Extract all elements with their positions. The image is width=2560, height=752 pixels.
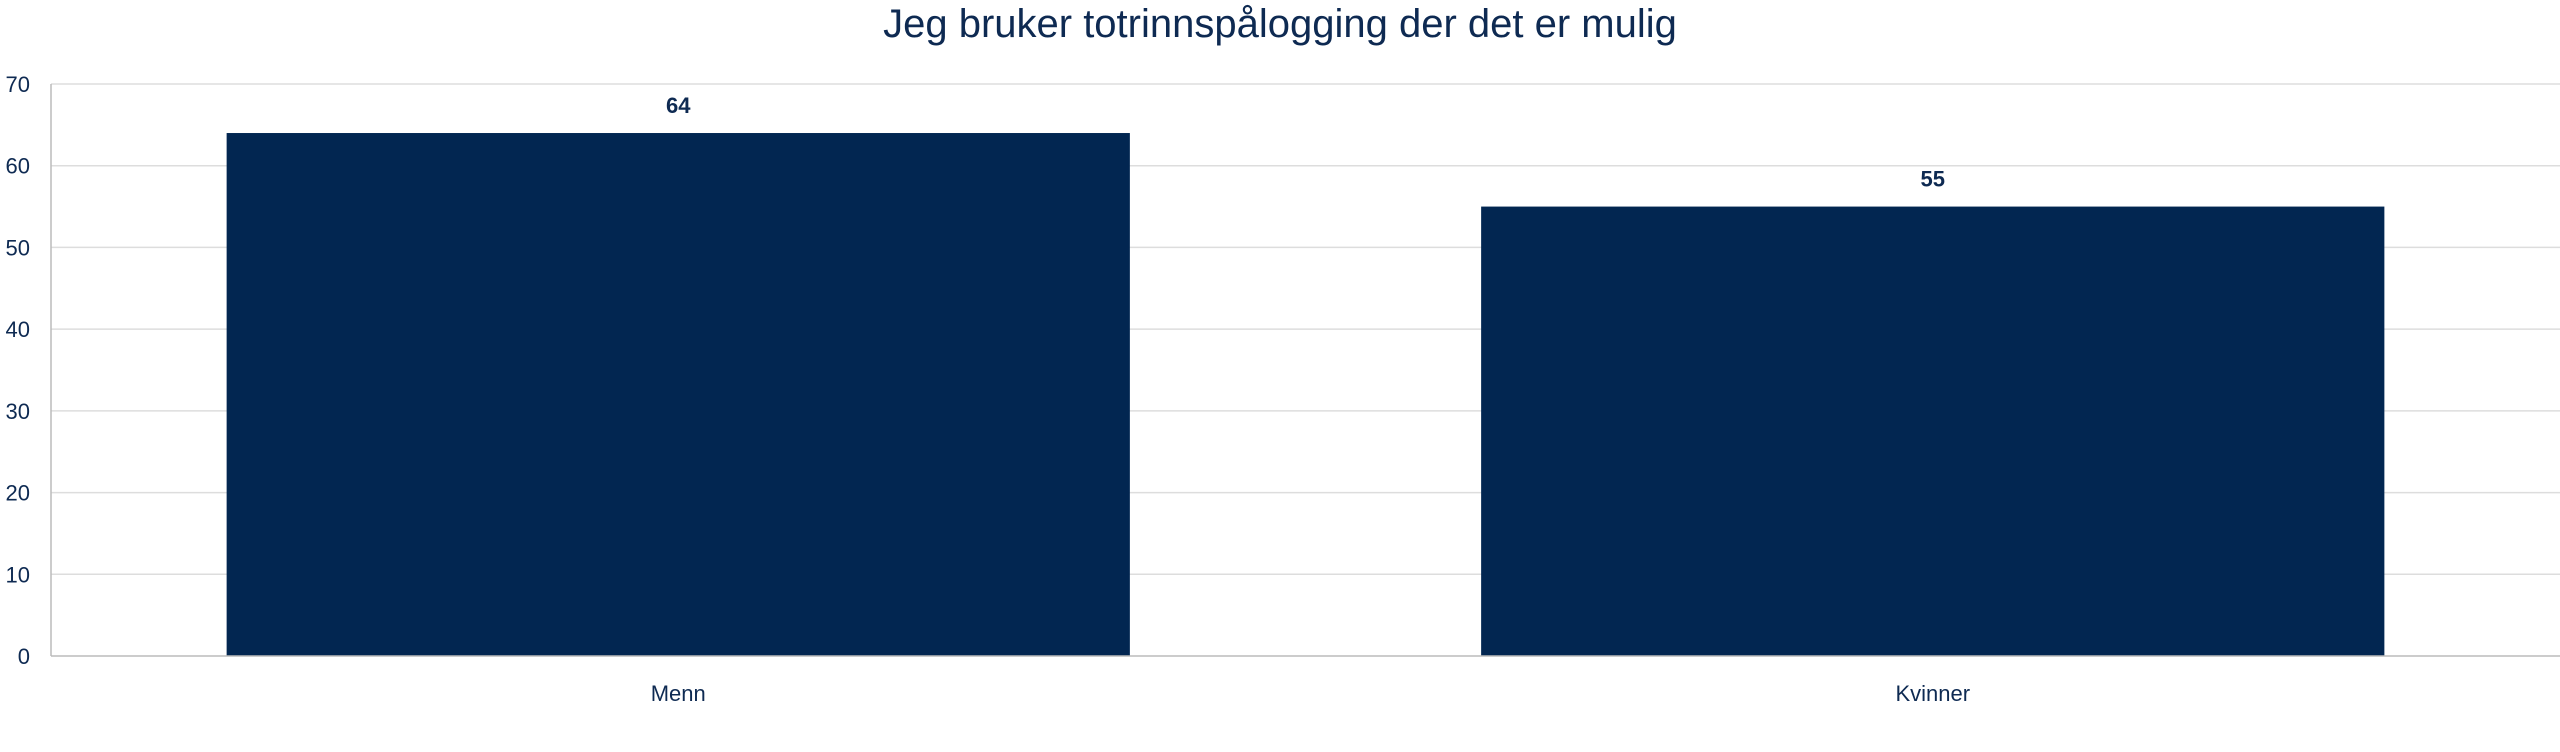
x-tick-label: Menn xyxy=(651,681,706,706)
y-tick-label: 10 xyxy=(6,562,30,587)
y-tick-label: 20 xyxy=(6,481,30,506)
y-tick-label: 70 xyxy=(6,72,30,97)
bar xyxy=(226,133,1130,656)
y-tick-label: 50 xyxy=(6,235,30,260)
bars xyxy=(226,133,2385,657)
y-axis-ticks: 0 10 20 30 40 50 60 70 xyxy=(6,72,30,669)
chart-title: Jeg bruker totrinnspålogging der det er … xyxy=(883,2,1677,46)
x-tick-label: Kvinner xyxy=(1895,681,1970,706)
y-tick-label: 30 xyxy=(6,399,30,424)
x-axis-ticks: Menn Kvinner xyxy=(651,681,1970,706)
y-tick-label: 0 xyxy=(18,644,30,669)
y-tick-label: 60 xyxy=(6,154,30,179)
y-tick-label: 40 xyxy=(6,317,30,342)
data-labels: 64 55 xyxy=(666,93,1945,192)
data-label: 55 xyxy=(1921,167,1945,192)
data-label: 64 xyxy=(666,93,691,118)
bar xyxy=(1481,206,2385,657)
